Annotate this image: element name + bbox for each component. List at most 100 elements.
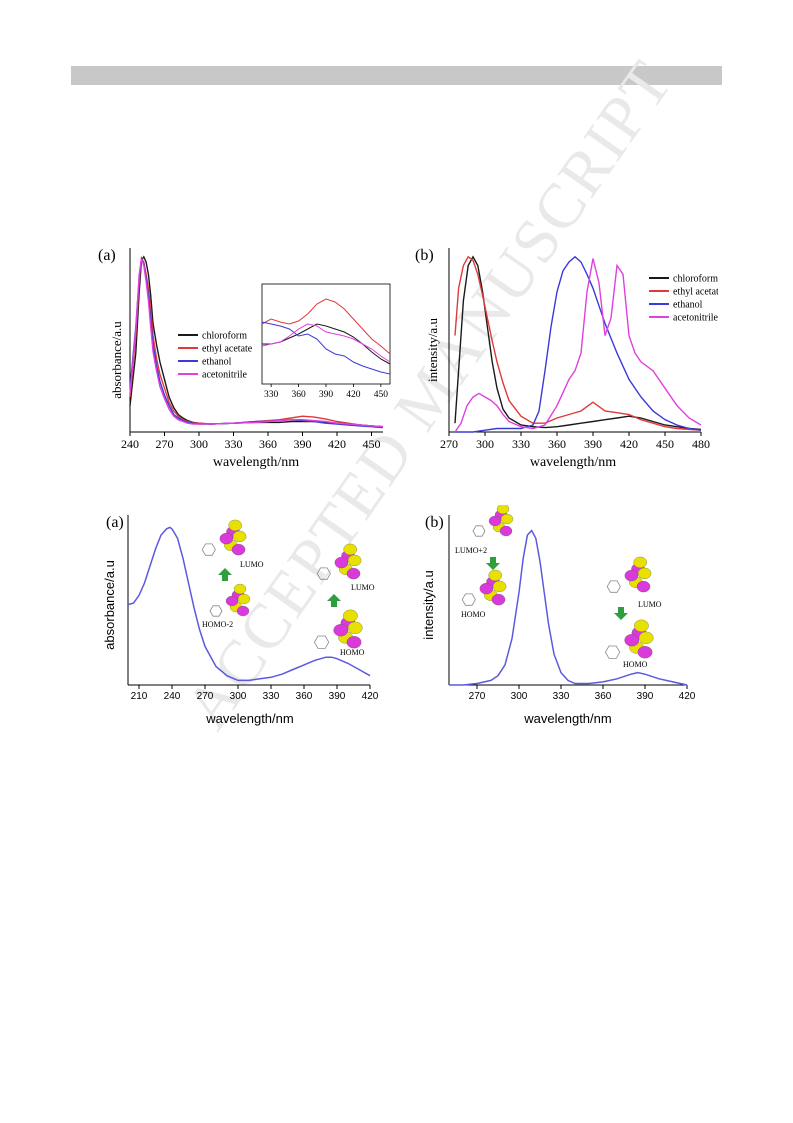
orbital-lobe xyxy=(624,569,639,582)
x-tick-label: 360 xyxy=(595,691,612,702)
orbital-lobe xyxy=(237,593,251,605)
orbital-label: HOMO xyxy=(461,610,486,619)
x-tick-label: 270 xyxy=(440,437,458,451)
arrow-down-icon xyxy=(486,557,500,570)
molecule-ring xyxy=(604,645,621,659)
orbital-lobe xyxy=(491,593,506,606)
inset-series-line-chloroform xyxy=(262,323,391,365)
chart-bottom-left: (a) absorbance/a.u 210 240 270 300 330 360 390… xyxy=(102,514,379,726)
x-tick-label: 450 xyxy=(656,437,674,451)
plot-area: 240 270 300 330 360 390 420 450 chloroform ethyl … xyxy=(121,248,391,451)
legend-label: ethyl acetate xyxy=(202,344,253,355)
orbital-illustration: LUMO+2 xyxy=(455,505,514,555)
orbital-lobe xyxy=(231,543,246,556)
orbital-lobe xyxy=(347,554,362,567)
x-tick-label: 330 xyxy=(512,437,530,451)
plot-area: 270 300 330 360 390 420 LUMO+2 HOMO LUMO HOMO xyxy=(448,505,696,702)
orbital-lobe xyxy=(233,583,247,595)
orbital-lobe xyxy=(500,513,514,525)
orbital-illustration: LUMO xyxy=(316,543,375,592)
legend-label: chloroform xyxy=(202,331,247,342)
x-tick-label: 330 xyxy=(553,691,570,702)
x-tick-label: 240 xyxy=(121,437,139,451)
legend-label: acetonitrile xyxy=(673,313,718,324)
x-tick-label: 240 xyxy=(164,691,181,702)
panel-label: (b) xyxy=(415,247,434,264)
orbital-lobe xyxy=(334,556,349,569)
legend-label: ethanol xyxy=(673,300,703,311)
orbital-lobe xyxy=(488,569,502,582)
orbital-lobe xyxy=(346,567,361,580)
orbital-label: LUMO xyxy=(351,583,375,592)
x-tick-label: 360 xyxy=(548,437,566,451)
orbital-illustration: HOMO xyxy=(604,619,654,669)
x-tick-label: 420 xyxy=(679,691,696,702)
orbital-lobe xyxy=(633,556,647,569)
y-axis-label: absorbance/a.u xyxy=(102,560,117,650)
orbital-lobe xyxy=(347,621,363,634)
orbital-lobe xyxy=(637,567,652,580)
x-tick-label: 390 xyxy=(584,437,602,451)
x-tick-label: 420 xyxy=(620,437,638,451)
orbital-label: HOMO xyxy=(340,648,365,657)
x-axis-label: wavelength/nm xyxy=(523,711,611,726)
series-line-ethyl-acetate xyxy=(454,255,702,431)
arrow-up-icon xyxy=(327,594,341,607)
orbital-lobe xyxy=(499,525,513,537)
legend-label: chloroform xyxy=(673,274,718,285)
molecule-ring xyxy=(472,525,486,537)
orbital-lobe xyxy=(496,505,510,515)
x-tick-label: 300 xyxy=(230,691,247,702)
molecule-ring xyxy=(313,635,330,649)
inset-x-tick-label: 330 xyxy=(264,390,279,400)
orbital-illustration: LUMO xyxy=(606,556,662,609)
orbital-lobe xyxy=(624,634,640,647)
header-bar xyxy=(71,66,722,85)
series-line-chloroform xyxy=(454,255,702,431)
orbital-lobe xyxy=(479,582,494,595)
x-tick-label: 330 xyxy=(263,691,280,702)
orbital-lobe xyxy=(636,580,651,593)
molecule-ring xyxy=(461,593,476,606)
series-line-acetonitrile xyxy=(129,258,384,428)
orbital-illustration: HOMO-2 xyxy=(202,583,251,629)
chart-top-right: (b) intensity/a.u 270 300 330 360 390 420 450 4… xyxy=(415,247,718,470)
orbital-label: LUMO+2 xyxy=(455,546,487,555)
orbital-lobe xyxy=(637,646,653,659)
orbital-label: HOMO xyxy=(623,660,648,669)
x-tick-label: 390 xyxy=(294,437,312,451)
orbital-lobe xyxy=(232,530,247,543)
orbital-lobe xyxy=(219,532,234,545)
orbital-lobe xyxy=(634,619,649,632)
x-tick-label: 330 xyxy=(225,437,243,451)
arrow-shape xyxy=(486,557,500,570)
inset-x-tick-label: 360 xyxy=(291,390,306,400)
inset-series-line-ethanol xyxy=(261,321,391,375)
legend-label: ethanol xyxy=(202,357,232,368)
x-tick-label: 360 xyxy=(296,691,313,702)
orbital-lobe xyxy=(346,636,362,649)
x-axis-label: wavelength/nm xyxy=(530,455,616,470)
orbital-lobe xyxy=(228,519,242,532)
x-tick-label: 360 xyxy=(259,437,277,451)
inset-x-tick-label: 420 xyxy=(346,390,361,400)
x-tick-label: 270 xyxy=(156,437,174,451)
inset-x-tick-label: 450 xyxy=(374,390,389,400)
x-tick-label: 420 xyxy=(362,691,379,702)
molecule-ring xyxy=(316,567,331,580)
x-tick-label: 270 xyxy=(469,691,486,702)
x-tick-label: 390 xyxy=(637,691,654,702)
legend-label: acetonitrile xyxy=(202,370,248,381)
plot-area: 270 300 330 360 390 420 450 480 chloroform ethyl … xyxy=(440,248,718,451)
x-tick-label: 300 xyxy=(190,437,208,451)
y-axis-label: intensity/a.u xyxy=(421,570,436,639)
x-tick-label: 300 xyxy=(476,437,494,451)
inset-series-line-ethyl-acetate xyxy=(261,298,391,355)
orbital-illustration: HOMO xyxy=(461,569,507,619)
series-line-0 xyxy=(127,526,371,682)
orbital-lobe xyxy=(343,609,358,622)
chart-top-left: (a) absorbance/a.u 240 270 300 330 360 390 420… xyxy=(98,247,391,470)
arrow-shape xyxy=(218,568,232,581)
inset-series-line-acetonitrile xyxy=(261,323,391,363)
orbital-lobe xyxy=(236,605,250,617)
